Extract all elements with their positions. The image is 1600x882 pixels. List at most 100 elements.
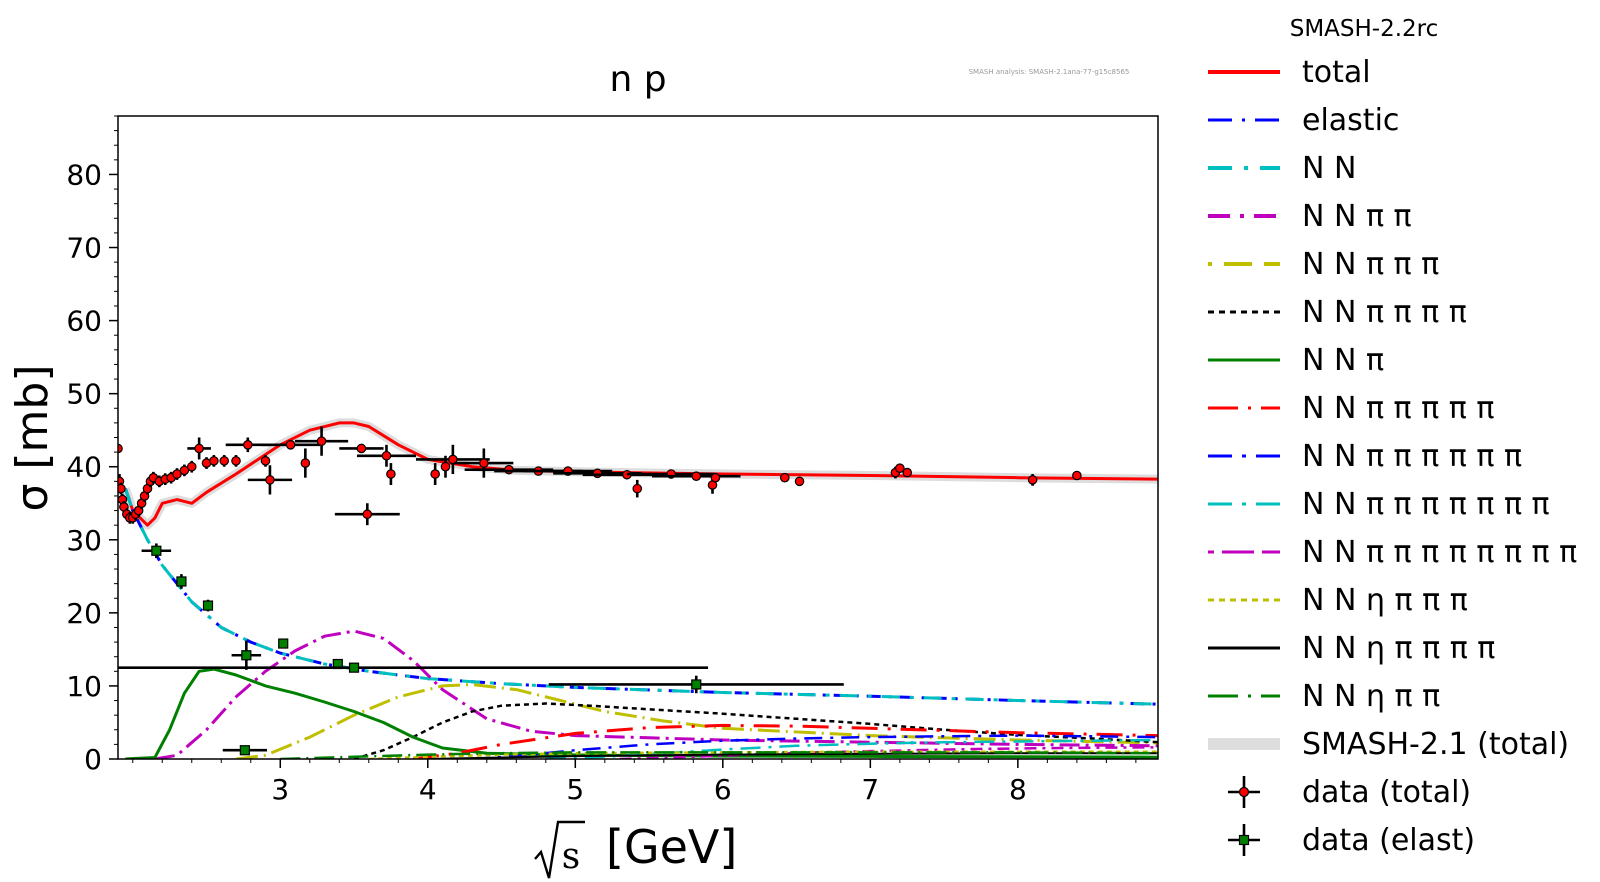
legend-label: N N π π π π	[1302, 295, 1467, 330]
data-elast-marker	[241, 650, 252, 661]
y-tick-label: 50	[66, 378, 102, 411]
legend-entry: N N η π π	[1208, 679, 1440, 714]
data-elast-marker	[239, 745, 250, 756]
data-total-point	[339, 443, 384, 454]
data-total-point	[300, 448, 311, 478]
data-total-point	[179, 464, 190, 477]
data-total-marker	[504, 464, 514, 475]
legend-entry: elastic	[1208, 103, 1399, 138]
data-total-marker	[285, 440, 296, 450]
curve-series-13	[280, 751, 1158, 759]
data-total-marker	[219, 456, 230, 466]
curve-series-2	[123, 488, 1158, 706]
x-tick-label: 6	[714, 773, 732, 806]
data-total-marker	[632, 483, 643, 494]
data-total-point	[334, 503, 400, 526]
legend-entry: N N η π π π	[1208, 583, 1468, 618]
legend-label: N N η π π	[1302, 679, 1440, 714]
legend-entry: data (elast)	[1228, 823, 1475, 858]
x-axis-label-unit: [GeV]	[606, 820, 737, 874]
legend-label: N N	[1302, 151, 1356, 186]
legend-entry: N N π π π π π	[1208, 391, 1494, 426]
data-total-marker	[691, 471, 702, 482]
data-total-marker	[794, 476, 805, 487]
data-total-point	[231, 455, 241, 467]
curve-series-1	[123, 488, 1158, 706]
data-total-point	[187, 437, 211, 460]
legend-label: N N η π π π	[1302, 583, 1468, 618]
data-elast-marker	[176, 576, 187, 587]
data-elast-point	[222, 745, 267, 756]
x-tick-label: 7	[861, 773, 879, 806]
legend-entry: data (total)	[1228, 775, 1471, 810]
data-total-marker	[440, 461, 451, 472]
x-tick-label: 8	[1009, 773, 1027, 806]
data-total-marker	[1072, 470, 1082, 481]
data-elast-point	[202, 599, 214, 612]
data-total-point	[356, 444, 416, 467]
data-total-marker	[186, 461, 197, 472]
x-tick-label: 5	[566, 773, 584, 806]
data-total-marker	[118, 483, 126, 494]
legend-label: N N π	[1302, 343, 1384, 378]
sqrt-symbol	[534, 820, 585, 879]
data-elast-point	[118, 662, 709, 673]
legend-entry: N N π π π π	[1208, 295, 1467, 330]
legend-label: SMASH-2.1 (total)	[1302, 727, 1569, 762]
x-tick-label: 3	[271, 773, 289, 806]
legend-entry: N N π π π π π π	[1208, 439, 1522, 474]
y-tick-label: 70	[66, 232, 102, 265]
legend-label: total	[1302, 55, 1371, 90]
data-total-marker	[592, 468, 603, 479]
legend-label: N N π π π π π π π π	[1302, 535, 1577, 570]
data-elast-point	[278, 638, 289, 649]
data-total-point	[201, 457, 212, 469]
data-total-point	[209, 455, 219, 467]
data-total-point	[454, 448, 514, 478]
data-elast-marker	[151, 545, 162, 556]
legend-label: N N π π π π π	[1302, 391, 1494, 426]
data-total-marker	[265, 475, 275, 485]
analysis-watermark: SMASH analysis: SMASH-2.1ana-77-g15c8565	[969, 68, 1130, 76]
curve-series-3	[154, 629, 1158, 759]
y-tick-label: 80	[66, 158, 102, 191]
y-tick-label: 20	[66, 597, 102, 630]
data-elast-point	[231, 640, 262, 670]
legend-entry: N N π π	[1208, 199, 1412, 234]
data-elast-marker	[348, 662, 360, 673]
data-total-marker	[194, 443, 204, 454]
y-tick-label: 60	[66, 305, 102, 338]
data-total-marker	[448, 454, 458, 465]
data-elast-point	[548, 675, 844, 694]
data-total-marker	[779, 472, 790, 483]
legend: total elastic N N N N π π N N π π π N N π π π…	[1208, 55, 1577, 858]
data-total-point	[794, 476, 805, 487]
data-elast-marker	[202, 600, 214, 611]
data-total-point	[415, 444, 490, 475]
data-elast-point	[176, 574, 187, 589]
legend-entry: N N π π π	[1208, 247, 1439, 282]
data-total-marker	[179, 465, 190, 476]
data-total-marker	[209, 456, 219, 466]
data-total-marker	[362, 509, 373, 520]
data-total-point	[895, 463, 905, 473]
legend-label: N N π π π π π π	[1302, 439, 1522, 474]
curve-series-11	[368, 750, 1158, 759]
data-total-marker	[710, 472, 721, 483]
curve-series-4	[235, 683, 1158, 759]
data-total-marker	[172, 469, 182, 479]
y-axis-label: σ [mb]	[7, 365, 58, 512]
data-total-marker	[316, 436, 327, 446]
data-total-marker	[479, 458, 489, 468]
data-total-marker	[260, 456, 271, 466]
data-elast-marker	[278, 638, 289, 649]
data-total-point	[430, 463, 440, 485]
legend-marker	[1238, 834, 1250, 846]
data-total-point	[902, 467, 913, 478]
data-total-marker	[386, 469, 396, 479]
data-elast-point	[141, 543, 172, 559]
curve-series-10	[619, 746, 1158, 759]
x-axis: 3 4 5 6 7 8	[132, 759, 1137, 806]
data-total-point	[260, 455, 271, 467]
